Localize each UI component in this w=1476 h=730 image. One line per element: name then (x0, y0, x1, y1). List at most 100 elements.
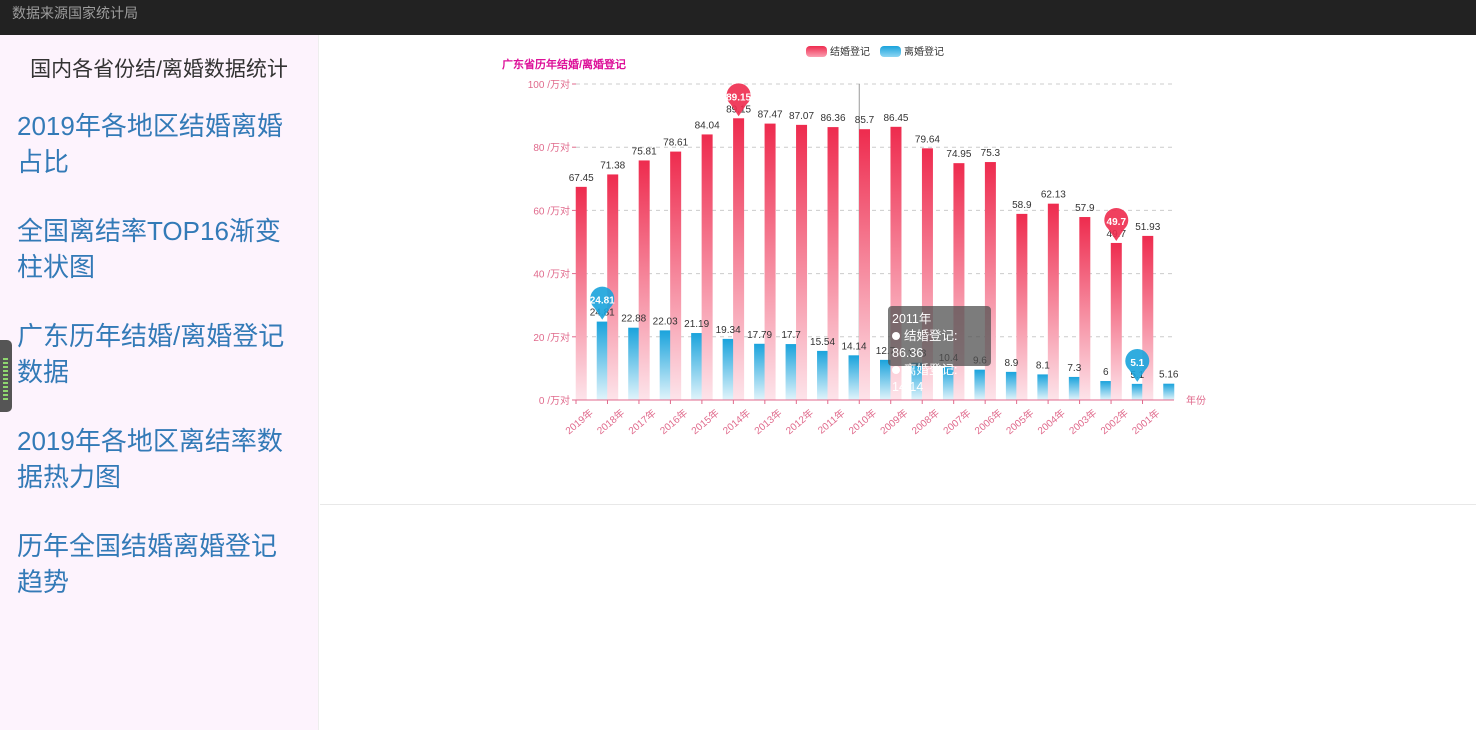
x-tick-label: 2014年 (720, 406, 753, 437)
bar-divorce[interactable] (974, 369, 986, 400)
bar-marriage[interactable] (827, 127, 839, 400)
tooltip-row-divorce: 离婚登记: 14.14 (892, 363, 958, 394)
max-marker-pin-icon[interactable]: 24.81 (590, 286, 615, 320)
data-label: 75.3 (981, 148, 1001, 159)
x-tick-label: 2016年 (657, 406, 690, 437)
x-tick-label: 2018年 (594, 406, 627, 437)
data-label: 8.1 (1036, 360, 1050, 371)
bar-divorce[interactable] (911, 362, 923, 400)
chart-title: 广东省历年结婚/离婚登记 (502, 57, 626, 71)
bar-marriage[interactable] (670, 151, 682, 400)
bar-marriage[interactable] (921, 148, 933, 400)
bar-marriage[interactable] (953, 163, 965, 400)
section-divider (320, 504, 1476, 505)
sidebar-item-divorce-rate-heatmap[interactable]: 2019年各地区离结率数据热力图 (17, 426, 283, 492)
sidebar-item-guangdong-history[interactable]: 广东历年结婚/离婚登记数据 (17, 321, 285, 387)
sidebar-item-national-trend[interactable]: 历年全国结婚离婚登记趋势 (17, 531, 278, 597)
main-content: 67.45 24.81 71.38 22.88 75.81 22.03 78.61 21.19… (320, 35, 1476, 730)
x-tick-label: 2015年 (688, 406, 721, 437)
data-label: 67.45 (569, 173, 594, 184)
x-tick-label: 2009年 (877, 406, 910, 437)
bar-divorce[interactable] (1068, 376, 1080, 400)
bar-marriage[interactable] (764, 123, 776, 401)
tooltip-row-name: 离婚登记 (904, 363, 955, 377)
x-tick-label: 2002年 (1098, 406, 1131, 437)
bar-divorce[interactable] (691, 333, 703, 400)
bar-divorce[interactable] (817, 350, 829, 400)
data-label: 74.95 (946, 149, 971, 160)
y-tick-label: 40 /万对 (533, 268, 570, 281)
bar-divorce[interactable] (722, 338, 734, 400)
bar-marriage[interactable] (859, 129, 870, 401)
bar-marriage[interactable] (1079, 217, 1091, 400)
data-label: 22.88 (621, 314, 646, 325)
bar-marriage[interactable] (638, 160, 650, 400)
bar-marriage[interactable] (984, 162, 996, 400)
data-label: 62.13 (1041, 190, 1066, 201)
tooltip-row-value: 14.14 (892, 380, 924, 394)
tooltip-row-marriage: 结婚登记: 86.36 (892, 329, 958, 360)
markers: 89.15 49.7 24.81 5.1 (590, 83, 1150, 382)
data-label: 84.04 (695, 120, 720, 131)
bar-divorce[interactable] (628, 327, 640, 400)
bar-marriage[interactable] (1047, 203, 1059, 400)
x-tick-label: 2011年 (815, 406, 847, 436)
scroll-handle[interactable] (0, 340, 12, 412)
bar-divorce[interactable] (942, 367, 954, 400)
legend-label: 离婚登记 (904, 45, 944, 58)
data-label: 79.64 (915, 134, 940, 145)
data-label: 87.07 (789, 111, 814, 122)
x-tick-label: 2003年 (1066, 406, 1099, 437)
data-label: 85.7 (855, 115, 875, 126)
sidebar-item-divorce-rate-top16[interactable]: 全国离结率TOP16渐变柱状图 (17, 216, 281, 282)
data-label: 8.9 (1004, 358, 1018, 369)
legend-swatch-icon (880, 46, 901, 57)
bar-marriage[interactable] (796, 124, 808, 401)
bar-divorce[interactable] (880, 359, 891, 400)
data-label: 87.47 (758, 110, 783, 121)
bar-divorce[interactable] (754, 343, 766, 400)
bar-divorce[interactable] (785, 344, 797, 400)
bar-divorce[interactable] (1163, 383, 1175, 400)
legend-item-divorce[interactable]: 离婚登记 (880, 45, 944, 58)
bar-divorce[interactable] (596, 321, 608, 400)
bar-divorce[interactable] (659, 330, 671, 400)
min-marker-pin-icon[interactable]: 49.7 (1104, 208, 1129, 241)
bar-divorce[interactable] (1037, 374, 1049, 400)
tooltip-title: 2011年 (892, 312, 932, 326)
bar-marriage[interactable] (733, 118, 745, 400)
max-marker-pin-icon[interactable]: 89.15 (726, 83, 752, 117)
x-tick-label: 2017年 (626, 406, 659, 437)
bar-marriage[interactable] (890, 126, 902, 401)
bar-marriage[interactable] (607, 174, 619, 400)
y-tick-label: 100 /万对 (528, 78, 570, 91)
bar-marriage[interactable] (1142, 235, 1154, 400)
bar-marriage[interactable] (701, 134, 713, 400)
navbar-brand[interactable]: 数据来源国家统计局 (12, 5, 138, 21)
x-tick-label: 2004年 (1035, 406, 1068, 437)
data-label: 86.45 (883, 113, 908, 124)
data-label: 22.03 (653, 316, 678, 327)
top-navbar: 数据来源国家统计局 (0, 0, 1476, 35)
bar-divorce[interactable] (1131, 383, 1143, 400)
bar-divorce[interactable] (1005, 371, 1017, 400)
bar-divorce[interactable] (1100, 381, 1112, 400)
bar-marriage[interactable] (1016, 213, 1028, 400)
sidebar-nav: 2019年各地区结婚离婚占比 全国离结率TOP16渐变柱状图 广东历年结婚/离婚… (0, 108, 318, 600)
data-label: 5.16 (1159, 370, 1179, 381)
bar-divorce[interactable] (848, 355, 860, 400)
data-label: 19.34 (716, 325, 741, 336)
sidebar-item-marriage-divorce-share[interactable]: 2019年各地区结婚离婚占比 (17, 111, 283, 177)
legend[interactable]: 结婚登记 离婚登记 (806, 45, 944, 58)
bar-marriage[interactable] (575, 186, 587, 400)
bar-marriage[interactable] (1110, 242, 1122, 400)
x-tick-label: 2007年 (940, 406, 973, 437)
x-axis-label: 年份 (1186, 394, 1206, 407)
data-label: 58.9 (1012, 200, 1032, 211)
x-tick-label: 2019年 (563, 406, 596, 437)
data-label: 15.54 (810, 337, 835, 348)
data-label: 17.79 (747, 330, 772, 341)
min-marker-pin-icon[interactable]: 5.1 (1125, 348, 1150, 382)
data-label: 75.81 (632, 146, 657, 157)
legend-item-marriage[interactable]: 结婚登记 (806, 45, 870, 58)
